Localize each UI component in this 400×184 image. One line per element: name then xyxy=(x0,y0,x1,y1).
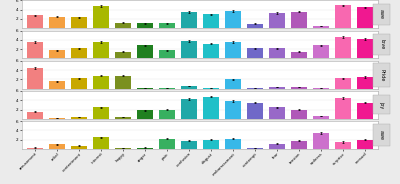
Bar xyxy=(137,88,153,89)
Bar xyxy=(115,76,131,89)
Bar xyxy=(269,144,285,149)
Bar xyxy=(356,77,373,89)
Bar xyxy=(115,52,131,59)
Bar xyxy=(181,99,197,119)
Bar xyxy=(71,146,87,149)
Bar xyxy=(203,96,219,119)
Bar xyxy=(269,48,285,59)
Bar xyxy=(269,107,285,119)
Bar xyxy=(137,148,153,149)
Bar xyxy=(269,87,285,89)
Bar xyxy=(291,141,307,149)
Bar xyxy=(181,86,197,89)
Bar xyxy=(159,139,175,149)
Text: Pride: Pride xyxy=(379,68,384,81)
Bar xyxy=(313,26,329,28)
Bar xyxy=(115,117,131,119)
Bar xyxy=(313,88,329,89)
Bar xyxy=(49,50,66,59)
Bar xyxy=(313,45,329,59)
Bar xyxy=(334,98,351,119)
Bar xyxy=(291,87,307,89)
Bar xyxy=(71,17,87,28)
Bar xyxy=(93,6,109,28)
Bar xyxy=(159,109,175,119)
Bar xyxy=(159,50,175,59)
Bar xyxy=(159,88,175,89)
Bar xyxy=(93,42,109,59)
Bar xyxy=(269,13,285,28)
Text: joy: joy xyxy=(379,101,384,109)
Bar xyxy=(71,117,87,119)
Bar xyxy=(159,23,175,28)
Bar xyxy=(115,148,131,149)
Bar xyxy=(225,79,241,89)
Bar xyxy=(356,102,373,119)
Bar xyxy=(334,78,351,89)
Bar xyxy=(49,118,66,119)
Bar xyxy=(225,101,241,119)
Bar xyxy=(313,133,329,149)
Bar xyxy=(356,7,373,28)
Bar xyxy=(49,17,66,28)
Bar xyxy=(49,144,66,149)
Bar xyxy=(181,12,197,28)
Bar xyxy=(291,52,307,59)
Bar xyxy=(137,23,153,28)
Bar xyxy=(203,44,219,59)
Bar xyxy=(203,140,219,149)
Bar xyxy=(93,137,109,149)
Bar xyxy=(356,140,373,149)
Bar xyxy=(181,41,197,59)
Bar xyxy=(93,76,109,89)
Bar xyxy=(27,68,44,89)
Bar xyxy=(181,141,197,149)
Bar xyxy=(137,110,153,119)
Bar xyxy=(291,109,307,119)
Bar xyxy=(247,148,263,149)
Bar xyxy=(93,107,109,119)
Bar xyxy=(203,88,219,89)
Bar xyxy=(356,39,373,59)
Bar xyxy=(49,81,66,89)
Text: love: love xyxy=(379,39,384,50)
Bar xyxy=(247,102,263,119)
Bar xyxy=(247,88,263,89)
Bar xyxy=(27,112,44,119)
Bar xyxy=(247,24,263,28)
Bar xyxy=(225,42,241,59)
Bar xyxy=(27,15,44,28)
Text: awe: awe xyxy=(379,9,384,19)
Bar xyxy=(115,23,131,28)
Bar xyxy=(334,6,351,28)
Bar xyxy=(334,142,351,149)
Bar xyxy=(334,37,351,59)
Bar xyxy=(225,11,241,28)
Text: awe: awe xyxy=(379,130,384,140)
Bar xyxy=(137,45,153,59)
Bar xyxy=(27,148,44,149)
Bar xyxy=(225,139,241,149)
Bar xyxy=(313,116,329,119)
Bar xyxy=(71,48,87,59)
Bar xyxy=(247,48,263,59)
Bar xyxy=(27,42,44,59)
Bar xyxy=(71,78,87,89)
Bar xyxy=(291,12,307,28)
Bar xyxy=(203,14,219,28)
